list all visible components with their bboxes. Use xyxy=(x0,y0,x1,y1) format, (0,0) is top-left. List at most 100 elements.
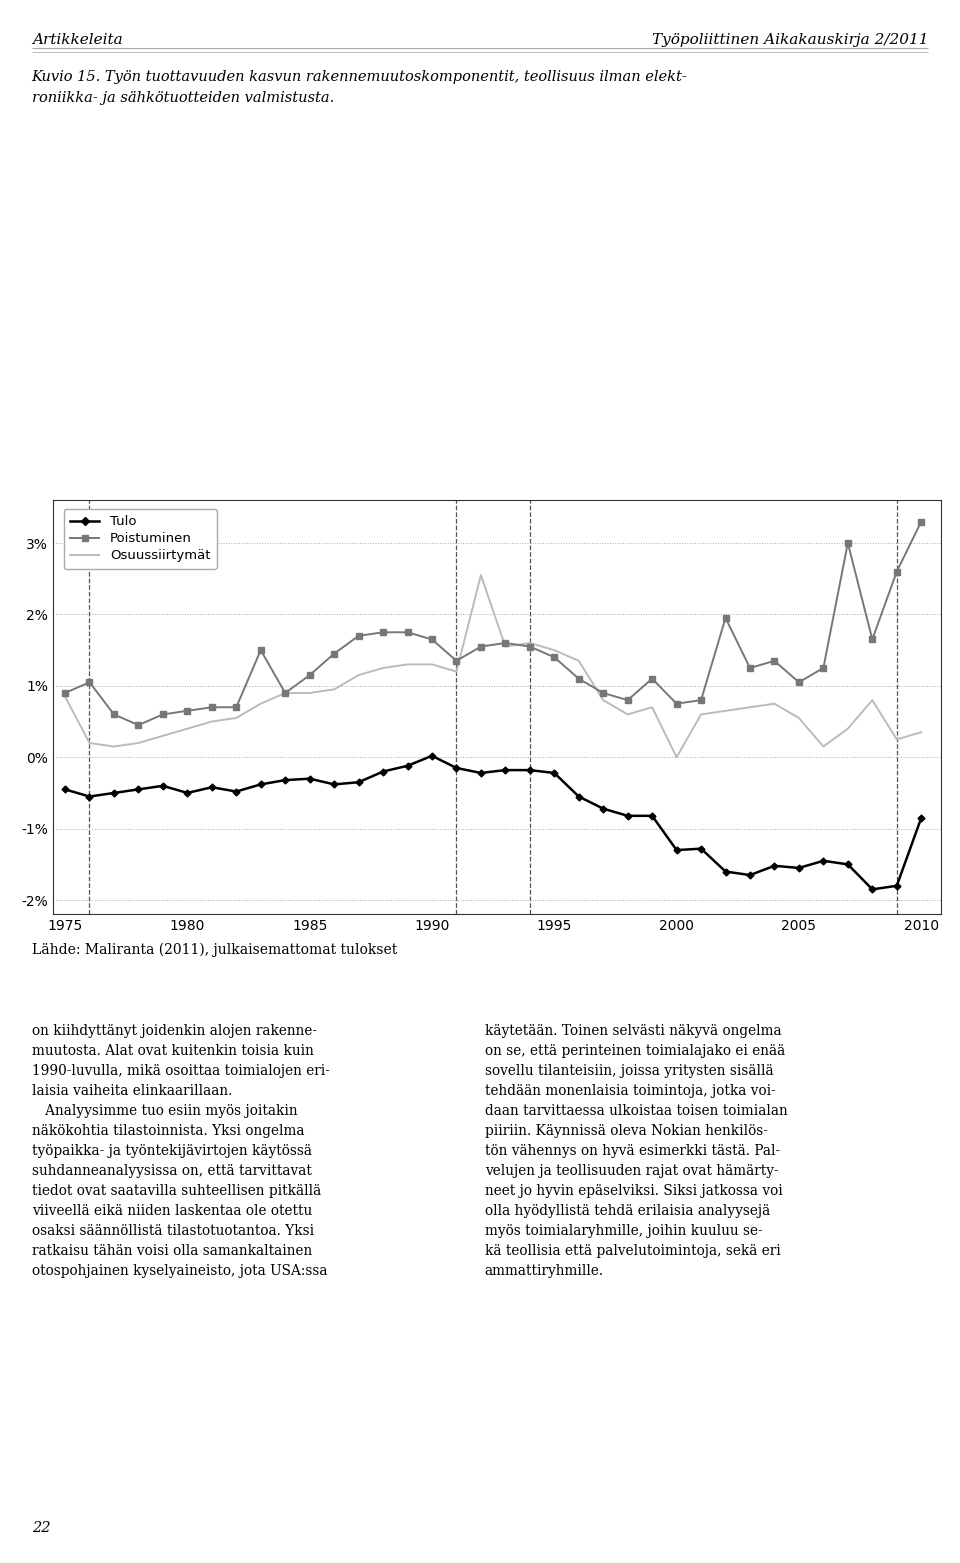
Tulo xyxy=(867,880,878,899)
Tulo xyxy=(646,807,658,825)
Tulo xyxy=(206,778,218,797)
Tulo xyxy=(279,771,291,789)
Poistuminen xyxy=(818,658,829,677)
Text: Artikkeleita: Artikkeleita xyxy=(32,33,123,47)
Poistuminen xyxy=(108,705,120,724)
Osuussiirtymät xyxy=(401,655,413,674)
Poistuminen xyxy=(132,716,144,735)
Poistuminen xyxy=(279,683,291,702)
Text: käytetään. Toinen selvästi näkyvä ongelma
on se, että perinteinen toimialajako e: käytetään. Toinen selvästi näkyvä ongelm… xyxy=(485,1024,787,1279)
Osuussiirtymät xyxy=(891,730,902,749)
Osuussiirtymät xyxy=(255,694,267,713)
Osuussiirtymät xyxy=(744,699,756,717)
Osuussiirtymät xyxy=(671,747,683,766)
Poistuminen xyxy=(916,513,927,531)
Tulo xyxy=(499,761,511,780)
Text: on kiihdyttänyt joidenkin alojen rakenne-
muutosta. Alat ovat kuitenkin toisia k: on kiihdyttänyt joidenkin alojen rakenne… xyxy=(32,1024,329,1279)
Osuussiirtymät xyxy=(499,638,511,656)
Osuussiirtymät xyxy=(475,566,487,585)
Poistuminen xyxy=(230,699,242,717)
Tulo xyxy=(475,764,487,783)
Poistuminen xyxy=(573,669,585,688)
Tulo xyxy=(597,799,609,817)
Osuussiirtymät xyxy=(646,699,658,717)
Poistuminen xyxy=(793,674,804,692)
Osuussiirtymät xyxy=(695,705,707,724)
Tulo xyxy=(108,783,120,802)
Tulo xyxy=(181,783,193,802)
Text: Kuvio 15. Työn tuottavuuden kasvun rakennemuutoskomponentit, teollisuus ilman el: Kuvio 15. Työn tuottavuuden kasvun raken… xyxy=(32,70,687,84)
Tulo xyxy=(255,775,267,794)
Osuussiirtymät xyxy=(304,683,316,702)
Poistuminen xyxy=(646,669,658,688)
Line: Osuussiirtymät: Osuussiirtymät xyxy=(65,575,922,756)
Poistuminen xyxy=(426,630,438,649)
Osuussiirtymät xyxy=(206,713,218,731)
Osuussiirtymät xyxy=(279,683,291,702)
Tulo xyxy=(891,877,902,896)
Tulo xyxy=(304,769,316,788)
Osuussiirtymät xyxy=(60,688,71,706)
Poistuminen xyxy=(328,644,340,663)
Poistuminen xyxy=(206,699,218,717)
Osuussiirtymät xyxy=(524,633,536,652)
Tulo xyxy=(524,761,536,780)
Poistuminen xyxy=(450,652,462,671)
Osuussiirtymät xyxy=(132,733,144,752)
Text: Lähde: Maliranta (2011), julkaisemattomat tulokset: Lähde: Maliranta (2011), julkaisemattoma… xyxy=(32,942,396,957)
Osuussiirtymät xyxy=(181,719,193,738)
Tulo xyxy=(157,777,169,796)
Osuussiirtymät xyxy=(793,708,804,727)
Text: 22: 22 xyxy=(32,1521,50,1535)
Tulo xyxy=(720,863,732,882)
Poistuminen xyxy=(353,627,365,646)
Poistuminen xyxy=(842,533,853,552)
Poistuminen xyxy=(744,658,756,677)
Line: Poistuminen: Poistuminen xyxy=(62,519,924,728)
Poistuminen xyxy=(867,630,878,649)
Text: roniikka- ja sähkötuotteiden valmistusta.: roniikka- ja sähkötuotteiden valmistusta… xyxy=(32,91,334,105)
Osuussiirtymät xyxy=(426,655,438,674)
Osuussiirtymät xyxy=(573,652,585,671)
Tulo xyxy=(426,747,438,766)
Tulo xyxy=(132,780,144,799)
Poistuminen xyxy=(548,649,560,667)
Poistuminen xyxy=(622,691,634,710)
Osuussiirtymät xyxy=(353,666,365,685)
Osuussiirtymät xyxy=(230,708,242,727)
Text: Työpoliittinen Aikakauskirja 2/2011: Työpoliittinen Aikakauskirja 2/2011 xyxy=(652,33,928,47)
Tulo xyxy=(671,841,683,860)
Poistuminen xyxy=(891,563,902,581)
Osuussiirtymät xyxy=(622,705,634,724)
Poistuminen xyxy=(769,652,780,671)
Poistuminen xyxy=(720,608,732,627)
Osuussiirtymät xyxy=(548,641,560,660)
Osuussiirtymät xyxy=(842,719,853,738)
Osuussiirtymät xyxy=(108,738,120,756)
Tulo xyxy=(450,758,462,777)
Osuussiirtymät xyxy=(84,733,95,752)
Poistuminen xyxy=(377,624,389,642)
Tulo xyxy=(328,775,340,794)
Poistuminen xyxy=(255,641,267,660)
Tulo xyxy=(744,866,756,885)
Osuussiirtymät xyxy=(720,702,732,721)
Tulo xyxy=(60,780,71,799)
Tulo xyxy=(793,858,804,877)
Poistuminen xyxy=(597,683,609,702)
Osuussiirtymät xyxy=(867,691,878,710)
Tulo xyxy=(622,807,634,825)
Tulo xyxy=(230,782,242,800)
Poistuminen xyxy=(60,683,71,702)
Poistuminen xyxy=(671,694,683,713)
Poistuminen xyxy=(499,633,511,652)
Tulo xyxy=(377,763,389,782)
Osuussiirtymät xyxy=(818,738,829,756)
Osuussiirtymät xyxy=(597,691,609,710)
Tulo xyxy=(695,839,707,858)
Tulo xyxy=(842,855,853,874)
Osuussiirtymät xyxy=(328,680,340,699)
Poistuminen xyxy=(157,705,169,724)
Osuussiirtymät xyxy=(377,658,389,677)
Tulo xyxy=(916,808,927,827)
